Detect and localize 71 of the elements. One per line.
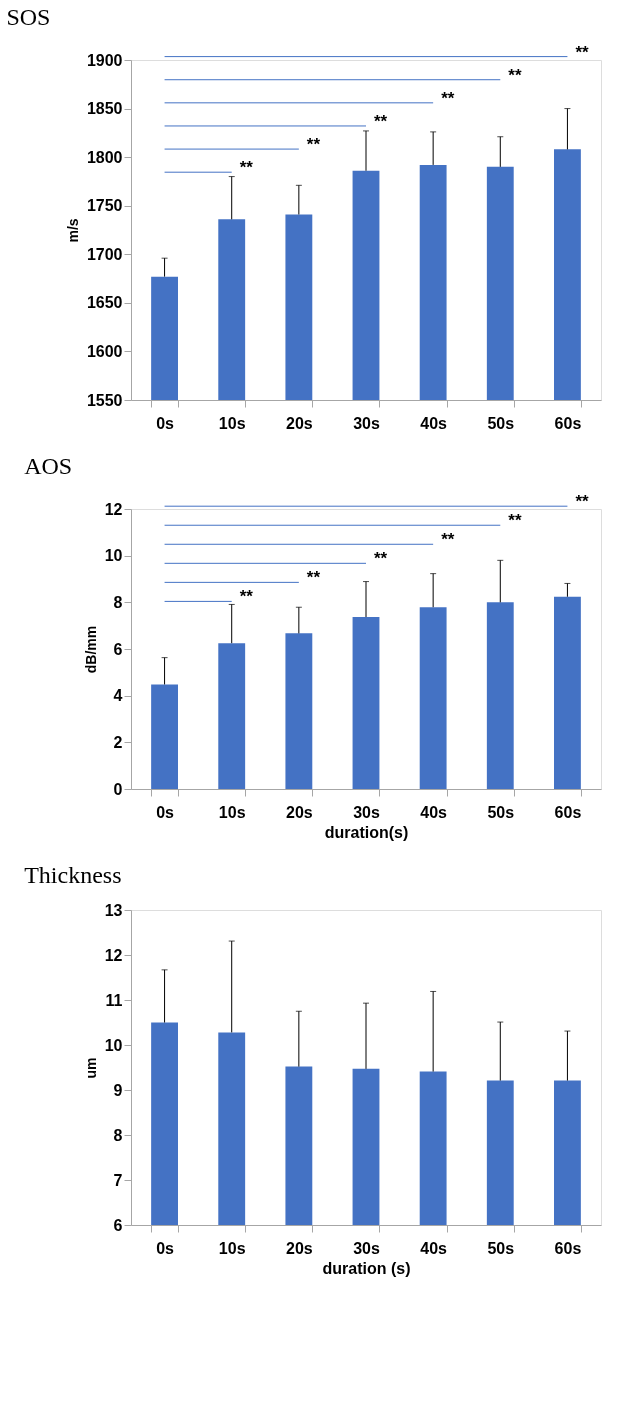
- annotation: **: [508, 65, 522, 85]
- y-tick-label: 1700: [86, 245, 123, 263]
- x-tick-label: 50s: [487, 803, 515, 821]
- y-tick-label: 1800: [86, 148, 123, 166]
- annotation: **: [239, 158, 254, 178]
- x-tick-label: 40s: [420, 1239, 448, 1257]
- annotation: **: [575, 42, 590, 62]
- y-tick-label: 13: [104, 901, 123, 919]
- x-tick-label: 40s: [420, 414, 448, 432]
- x-tick-label: 40s: [420, 803, 448, 821]
- x-tick-label: 60s: [554, 1239, 582, 1257]
- y-tick-label: 11: [105, 991, 123, 1009]
- x-tick-label: 30s: [353, 1239, 380, 1257]
- bar: [151, 684, 178, 789]
- y-axis-title: dB/mm: [82, 625, 99, 674]
- x-tick-label: 20s: [286, 1239, 313, 1257]
- x-tick-label: 30s: [353, 414, 380, 432]
- y-tick-label: 6: [113, 640, 123, 658]
- y-tick-label: 0: [113, 780, 123, 798]
- x-tick-label: 20s: [286, 803, 313, 821]
- annotation: **: [441, 88, 455, 108]
- x-axis-title: duration (s): [322, 1259, 411, 1277]
- y-tick-label: 1850: [86, 100, 123, 118]
- y-tick-label: 12: [104, 946, 123, 964]
- annotation: **: [239, 587, 254, 607]
- x-tick-label: 60s: [554, 803, 582, 821]
- x-tick-label: 10s: [218, 803, 246, 821]
- x-tick-label: 0s: [156, 414, 175, 432]
- annotation: **: [374, 549, 388, 569]
- y-axis-title: um: [82, 1057, 99, 1079]
- annotation: **: [575, 492, 590, 512]
- x-tick-label: 10s: [218, 1239, 246, 1257]
- chart-title: Thickness: [24, 862, 122, 888]
- y-tick-label: 8: [113, 1126, 123, 1144]
- annotation: **: [306, 568, 321, 588]
- y-tick-label: 2: [113, 733, 123, 751]
- y-tick-label: 1650: [86, 294, 123, 312]
- x-axis-title: duration(s): [324, 823, 409, 841]
- x-tick-label: 10s: [218, 414, 246, 432]
- x-tick-label: 30s: [353, 803, 380, 821]
- x-tick-label: 20s: [286, 414, 313, 432]
- annotation: **: [374, 111, 388, 131]
- bar: [352, 617, 380, 789]
- chart-title: SOS: [6, 3, 51, 30]
- y-tick-label: 7: [113, 1171, 123, 1189]
- bar: [218, 643, 246, 789]
- x-tick-label: 60s: [554, 414, 582, 432]
- y-tick-label: 8: [113, 593, 123, 611]
- annotation: **: [508, 511, 522, 531]
- y-tick-label: 10: [104, 1036, 123, 1054]
- y-tick-label: 6: [113, 1216, 123, 1234]
- y-axis-title: m/s: [64, 218, 81, 243]
- x-tick-label: 50s: [487, 414, 515, 432]
- y-tick-label: 10: [104, 547, 123, 565]
- bar: [285, 633, 313, 789]
- y-tick-label: 9: [113, 1081, 123, 1099]
- x-tick-label: 50s: [487, 1239, 515, 1257]
- bar: [554, 596, 581, 789]
- x-tick-label: 0s: [156, 803, 175, 821]
- bar: [419, 607, 447, 789]
- x-tick-label: 0s: [156, 1239, 175, 1257]
- y-tick-label: 1750: [86, 197, 123, 215]
- y-tick-label: 1550: [86, 391, 123, 409]
- bar: [486, 602, 514, 789]
- y-tick-label: 4: [113, 687, 123, 705]
- y-tick-label: 1600: [86, 342, 123, 360]
- annotation: **: [306, 135, 321, 155]
- chart-title: AOS: [24, 453, 73, 480]
- y-tick-label: 1900: [86, 51, 123, 69]
- y-tick-label: 12: [104, 500, 123, 518]
- annotation: **: [441, 530, 455, 550]
